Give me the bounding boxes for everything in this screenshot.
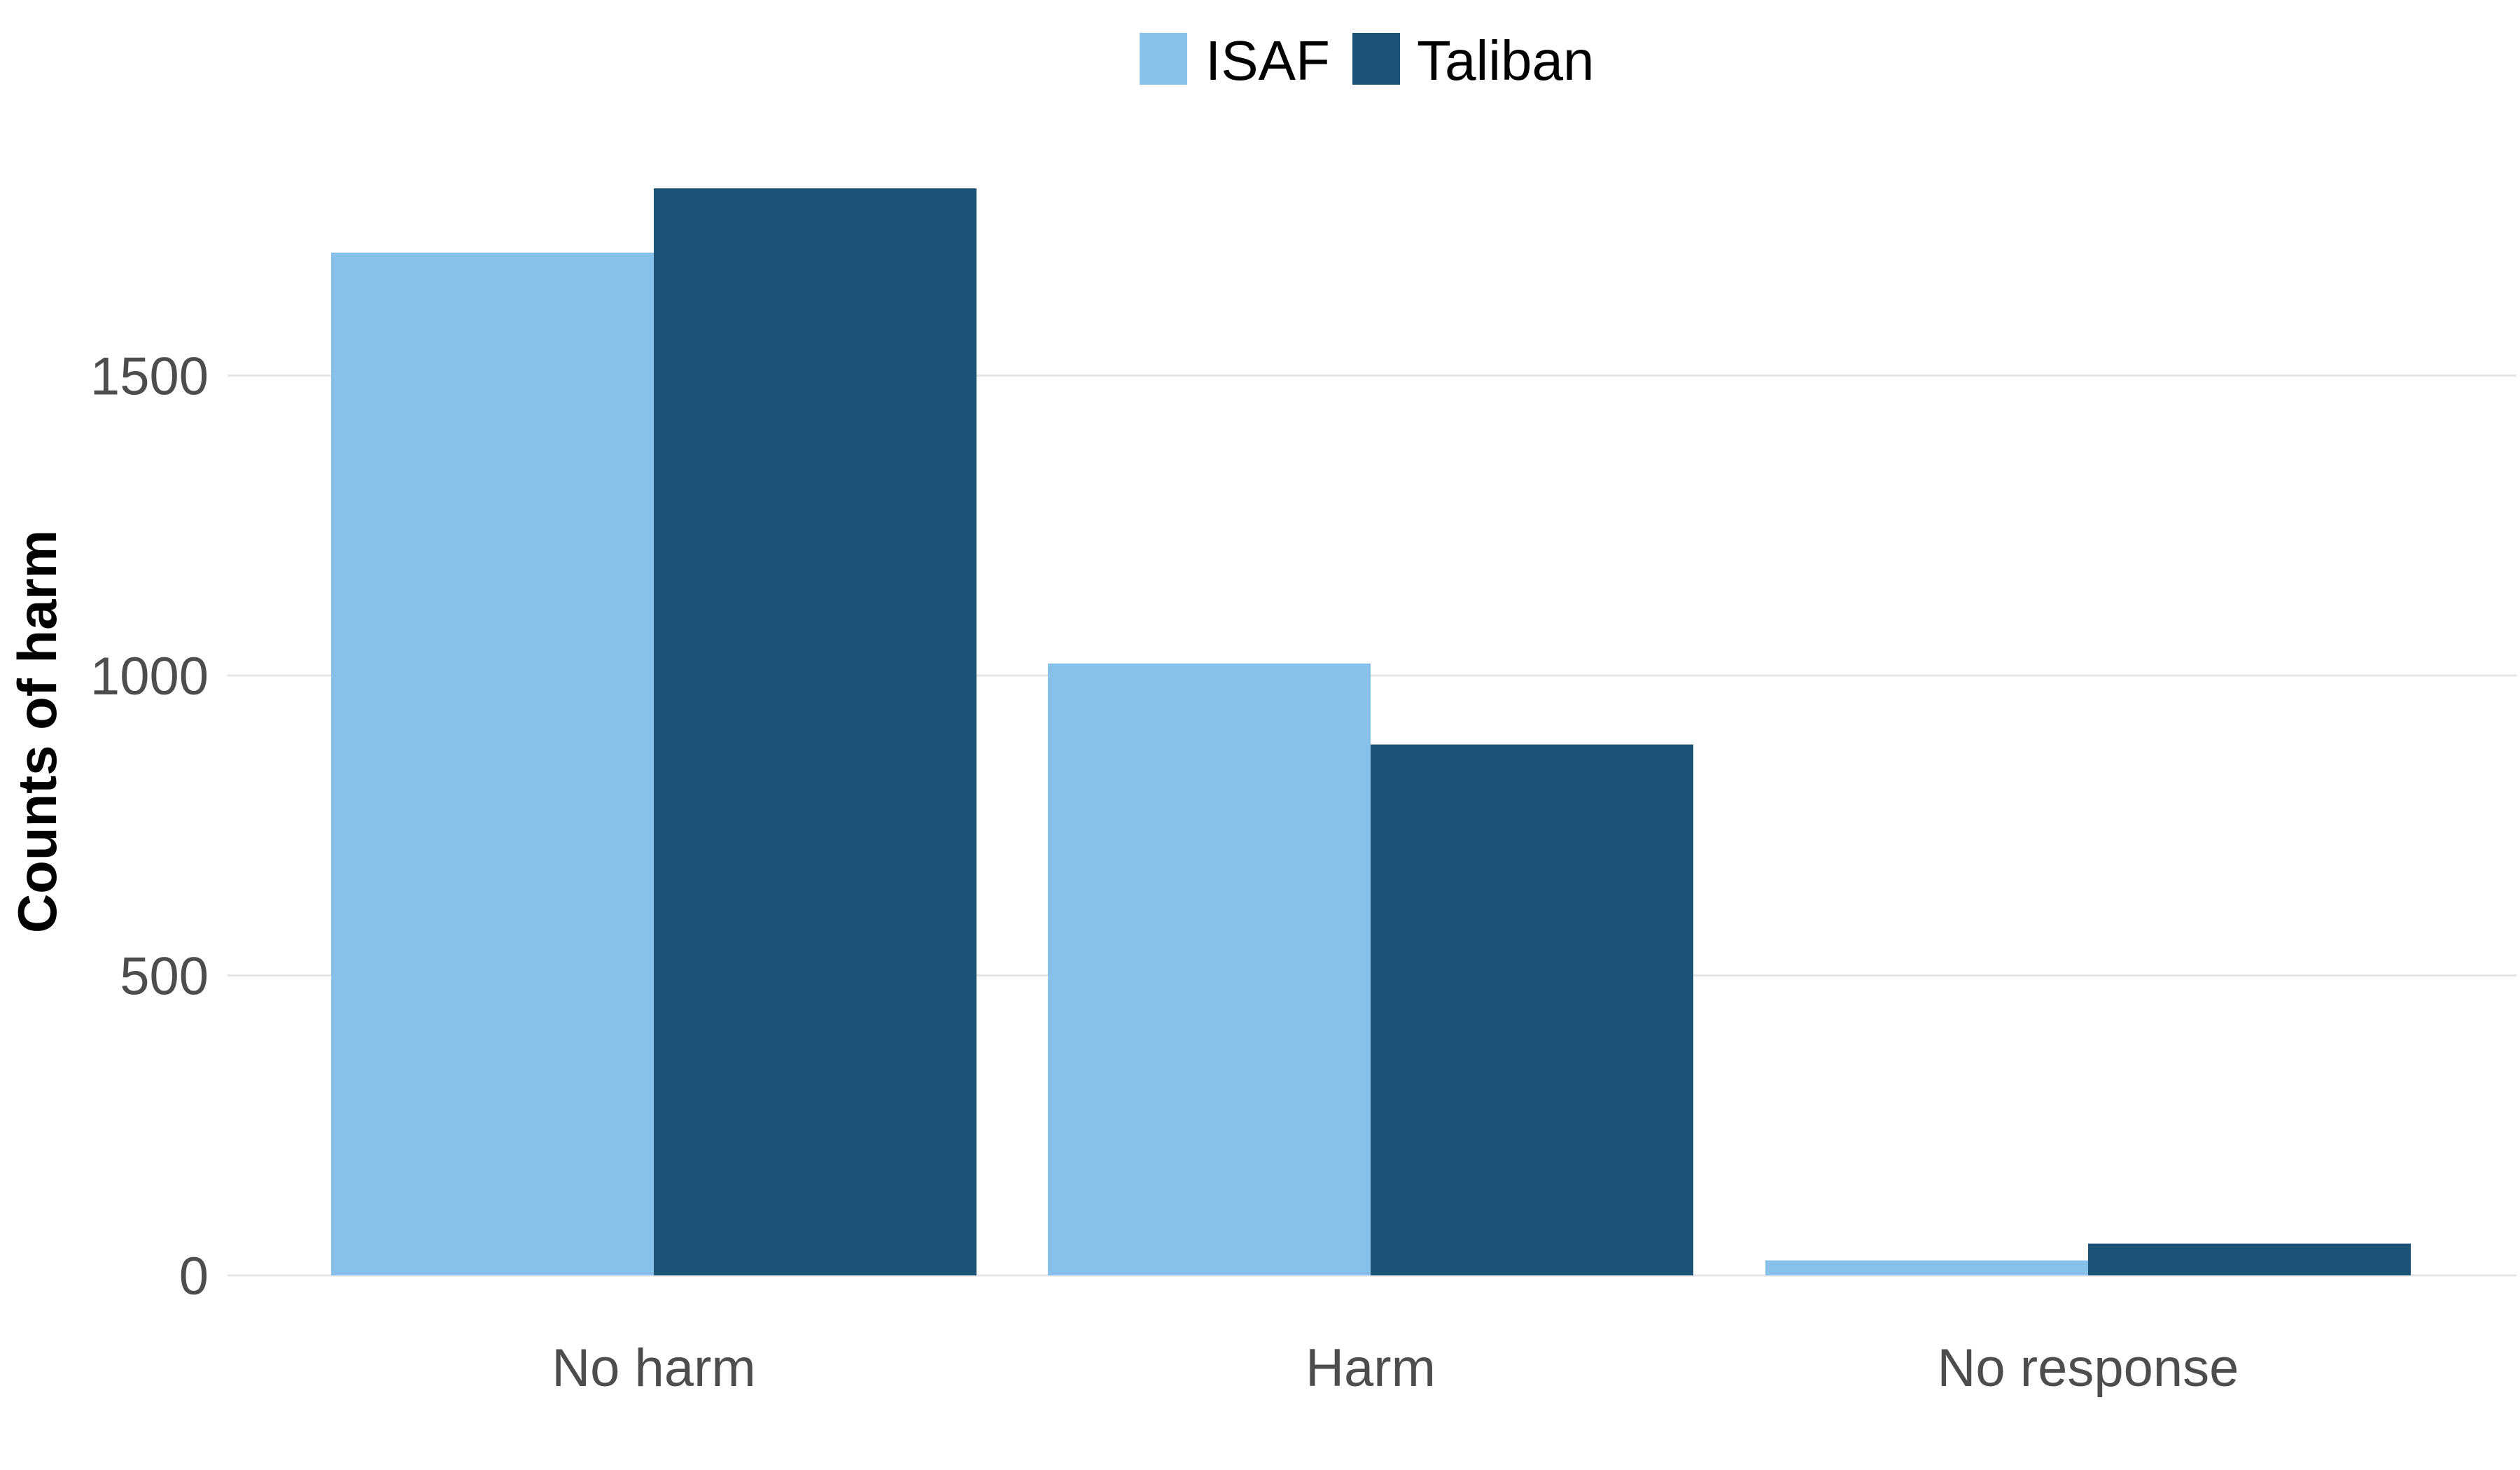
- legend-label-taliban: Taliban: [1417, 29, 1595, 92]
- bar-taliban-1: [1371, 744, 1693, 1275]
- y-tick-label: 0: [179, 1247, 209, 1306]
- legend-label-isaf: ISAF: [1205, 29, 1330, 92]
- x-tick-label: No response: [1938, 1338, 2239, 1398]
- legend-swatch-isaf: [1140, 33, 1187, 85]
- x-tick-label: Harm: [1306, 1338, 1436, 1398]
- y-tick-label: 500: [120, 947, 209, 1007]
- y-axis-title: Counts of harm: [6, 530, 68, 933]
- y-tick-label: 1500: [90, 347, 209, 407]
- legend: ISAF Taliban: [1140, 29, 1595, 92]
- bar-taliban-0: [654, 188, 976, 1276]
- x-tick-labels: No harm Harm No response: [552, 1338, 2239, 1398]
- legend-swatch-taliban: [1352, 33, 1400, 85]
- bars: [331, 188, 2411, 1276]
- bar-isaf-2: [1765, 1260, 2088, 1275]
- y-tick-label: 1000: [90, 647, 209, 706]
- bar-taliban-2: [2088, 1243, 2411, 1275]
- y-tick-labels: 0 500 1000 1500: [90, 347, 209, 1307]
- bar-isaf-1: [1048, 663, 1371, 1275]
- x-tick-label: No harm: [552, 1338, 755, 1398]
- bar-isaf-0: [331, 252, 654, 1276]
